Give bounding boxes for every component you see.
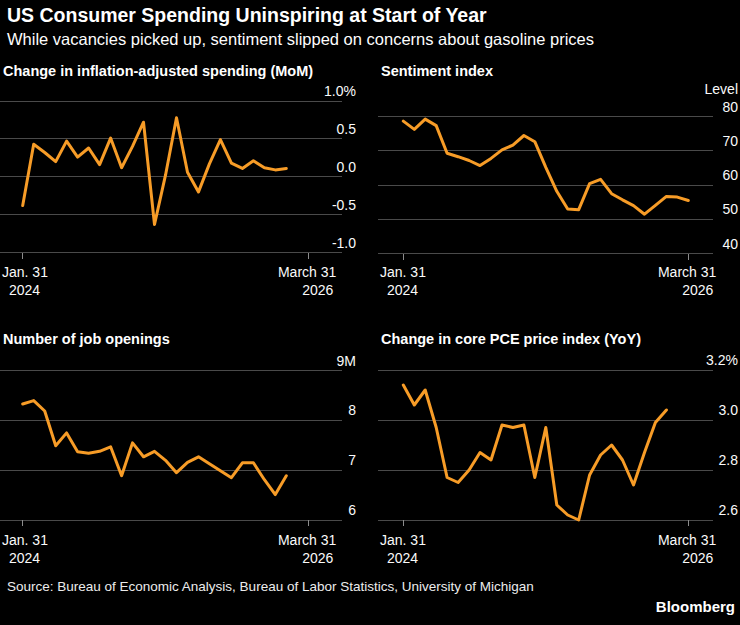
x-axis-label-end: March 31 [658,264,717,280]
y-axis-label: 60 [722,167,738,183]
page-subtitle: While vacancies picked up, sentiment sli… [7,28,740,51]
y-axis-label: 70 [722,133,738,149]
footer: Source: Bureau of Economic Analysis, Bur… [0,578,740,615]
data-line [23,401,287,495]
sentiment-chart: 80 70 60 50 40 Level Jan. 31 2024 March 31 2026 [370,82,740,307]
x-axis-label-start-year: 2024 [9,282,40,298]
x-axis-label-end-year: 2026 [682,550,713,566]
y-axis-label: 2.8 [719,452,739,468]
x-axis-label-end-year: 2026 [302,282,333,298]
x-axis-label-start: Jan. 31 [380,264,426,280]
y-axis-label: 1.0% [324,83,356,99]
y-axis-label: 0.5 [337,121,357,137]
source-note: Source: Bureau of Economic Analysis, Bur… [0,578,740,596]
data-line [403,119,688,214]
x-axis-label-start: Jan. 31 [380,532,426,548]
y-axis-label: 9M [337,353,356,369]
x-axis-label-start-year: 2024 [387,550,418,566]
panel-spending: Change in inflation-adjusted spending (M… [0,58,370,307]
x-axis-label-end-year: 2026 [682,282,713,298]
spending-chart: 1.0% 0.5 0.0 -0.5 -1.0 Jan. 31 2024 March 31 202… [0,82,370,307]
y-axis-label: 2.6 [719,502,739,518]
panel-sentiment: Sentiment index 80 70 60 50 40 Level Jan. 31 20… [370,58,740,307]
x-axis-label-start: Jan. 31 [2,532,48,548]
header: US Consumer Spending Uninspiring at Star… [0,0,740,51]
y-axis-label: 3.2% [706,352,738,368]
bloomberg-chart-poster: US Consumer Spending Uninspiring at Star… [0,0,740,625]
y-axis-label: -0.5 [332,197,356,213]
chart-title-job-openings: Number of job openings [0,326,370,350]
y-axis-label: 50 [722,201,738,217]
x-axis-label-start: Jan. 31 [2,264,48,280]
bloomberg-logo: Bloomberg [0,598,735,615]
page-title: US Consumer Spending Uninspiring at Star… [7,3,740,28]
y-axis-label: 6 [348,502,356,518]
chart-title-sentiment: Sentiment index [370,58,740,82]
x-axis-label-start-year: 2024 [9,550,40,566]
y-axis-label: 7 [348,452,356,468]
chart-title-core-pce: Change in core PCE price index (YoY) [370,326,740,350]
data-line [403,385,666,520]
y-axis-label: -1.0 [332,235,356,251]
x-axis-label-start-year: 2024 [387,282,418,298]
chart-title-spending: Change in inflation-adjusted spending (M… [0,58,370,82]
data-line [23,118,287,225]
x-axis-label-end-year: 2026 [302,550,333,566]
charts-grid: Change in inflation-adjusted spending (M… [0,58,740,575]
y-axis-label: 40 [722,236,738,252]
x-axis-label-end: March 31 [278,264,337,280]
job-openings-chart: 9M 8 7 6 Jan. 31 2024 March 31 2026 [0,350,370,575]
y-axis-label: 80 [722,99,738,115]
x-axis-label-end: March 31 [658,532,717,548]
panel-job-openings: Number of job openings 9M 8 7 6 Jan. 31 2024 M… [0,326,370,575]
core-pce-chart: 3.2% 3.0 2.8 2.6 Jan. 31 2024 March 31 2026 [370,350,740,575]
x-axis-label-end: March 31 [278,532,337,548]
y-axis-label: 3.0 [719,402,739,418]
y-axis-unit-label: Level [705,82,738,97]
y-axis-label: 8 [348,402,356,418]
panel-core-pce: Change in core PCE price index (YoY) 3.2… [370,326,740,575]
y-axis-label: 0.0 [337,159,357,175]
